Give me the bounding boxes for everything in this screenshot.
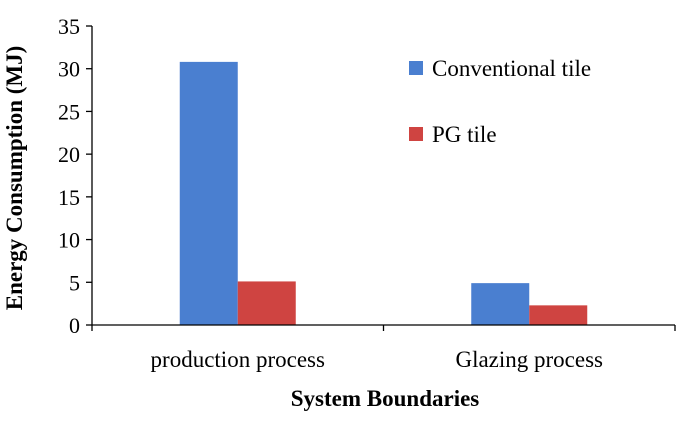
bar xyxy=(237,281,296,325)
y-axis-title: Energy Consumption (MJ) xyxy=(2,46,27,311)
bar xyxy=(179,61,238,325)
y-tick-label: 35 xyxy=(58,14,80,39)
bars xyxy=(179,61,588,325)
y-axis: 0 5 10 15 20 25 30 35 xyxy=(58,14,93,338)
y-tick-label: 15 xyxy=(58,185,80,210)
legend: Conventional tile PG tile xyxy=(409,56,591,147)
y-tick-label: 10 xyxy=(58,228,80,253)
y-tick-label: 30 xyxy=(58,57,80,82)
y-tick-label: 20 xyxy=(58,142,80,167)
legend-label: Conventional tile xyxy=(432,56,591,81)
y-tick-label: 5 xyxy=(69,270,80,295)
legend-label: PG tile xyxy=(432,122,497,147)
x-category-label: Glazing process xyxy=(455,347,603,372)
bar xyxy=(471,283,530,325)
x-axis: production process Glazing process xyxy=(91,324,676,372)
x-category-label: production process xyxy=(151,347,325,372)
y-tick-label: 25 xyxy=(58,99,80,124)
x-axis-title: System Boundaries xyxy=(291,386,480,411)
y-tick-label: 0 xyxy=(69,313,80,338)
legend-swatch xyxy=(409,61,423,75)
legend-swatch xyxy=(409,127,423,141)
bar xyxy=(529,305,588,325)
